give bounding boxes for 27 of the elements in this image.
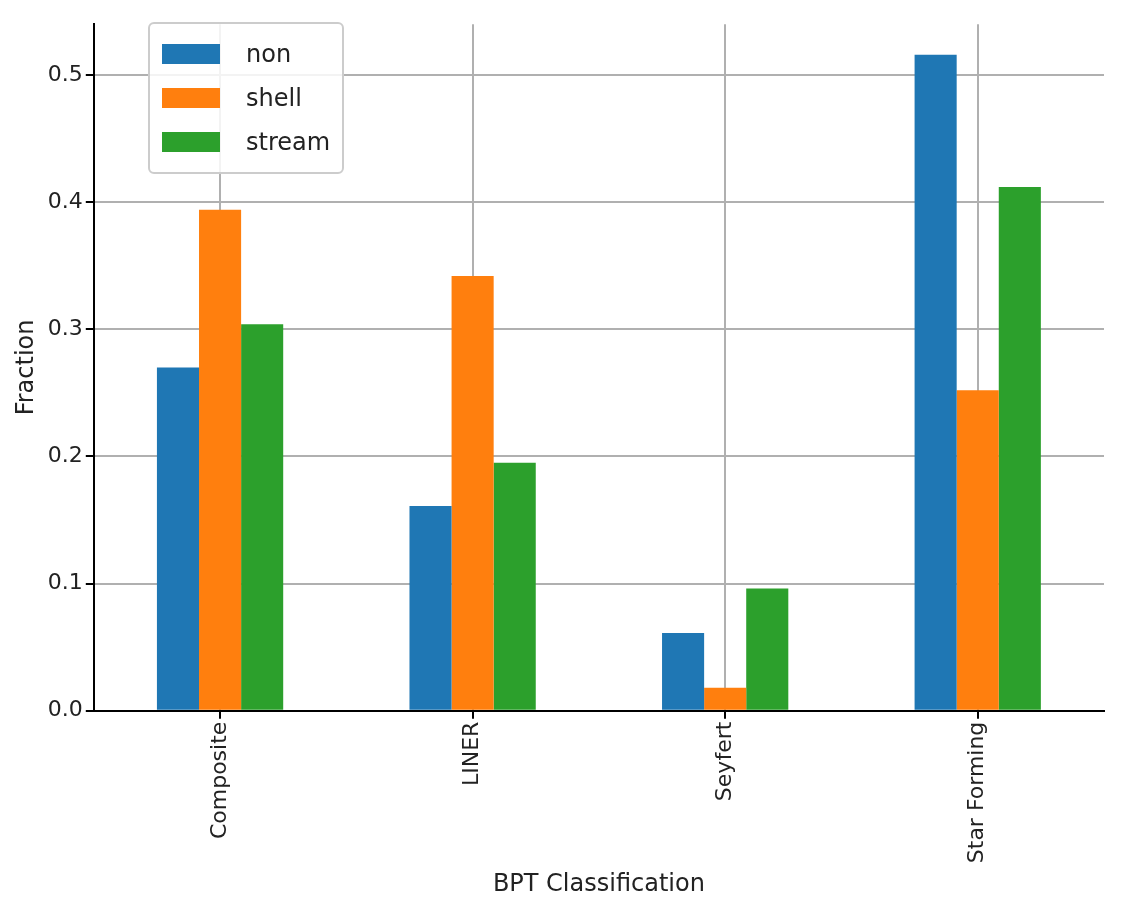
y-tick-label: 0.4 (47, 187, 83, 213)
x-axis-title: BPT Classification (492, 868, 705, 897)
bar (662, 633, 705, 710)
bar (746, 588, 789, 710)
x-tick-label: Composite (205, 721, 231, 840)
bar (451, 275, 494, 710)
bar (156, 367, 200, 710)
bar (956, 390, 999, 710)
y-axis-title: Fraction (10, 319, 39, 416)
bar (409, 505, 452, 710)
y-tick-label: 0.5 (47, 60, 83, 86)
y-tick-label: 0.1 (47, 569, 83, 595)
legend-label: shell (246, 84, 302, 112)
bar (998, 186, 1041, 710)
x-tick-label: Star Forming (963, 721, 989, 864)
bar (241, 324, 284, 710)
legend-label: stream (246, 128, 331, 156)
y-tick-label: 0.0 (47, 696, 83, 722)
x-tick-label: Seyfert (710, 721, 736, 802)
bar (704, 687, 747, 710)
bar (493, 462, 536, 710)
legend-label: non (246, 40, 292, 68)
x-tick-label: LINER (458, 721, 484, 787)
bar (914, 54, 957, 710)
bar (199, 209, 242, 710)
y-tick-label: 0.3 (47, 315, 83, 341)
y-tick-label: 0.2 (47, 442, 83, 468)
